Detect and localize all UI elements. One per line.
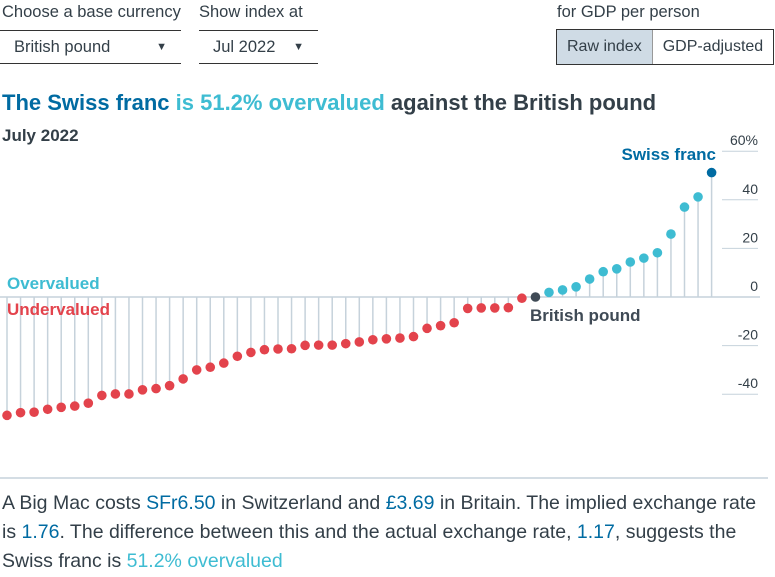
y-tick-label: 20 <box>742 229 758 245</box>
data-point[interactable] <box>476 303 487 313</box>
data-point[interactable] <box>422 323 432 334</box>
overvalued-label: Overvalued <box>7 274 100 293</box>
chart-title: The Swiss franc is 51.2% overvalued agai… <box>2 90 656 116</box>
data-point[interactable] <box>69 401 80 411</box>
data-point[interactable] <box>205 362 216 373</box>
show-index-label: Show index at <box>199 3 303 21</box>
data-point[interactable] <box>490 303 500 313</box>
data-point[interactable] <box>354 337 365 347</box>
raw-index-button[interactable]: Raw index <box>557 30 653 64</box>
gdp-adjusted-button[interactable]: GDP-adjusted <box>662 38 764 55</box>
data-point[interactable] <box>246 347 256 358</box>
adjust-toggle: Raw index GDP-adjusted <box>556 29 775 65</box>
data-point[interactable] <box>557 285 568 295</box>
data-point[interactable] <box>340 338 351 349</box>
data-point[interactable] <box>164 380 175 391</box>
y-tick-label: -40 <box>738 375 758 391</box>
data-point[interactable] <box>666 229 676 239</box>
data-point[interactable] <box>584 274 595 284</box>
y-tick-label: 40 <box>742 181 758 197</box>
show-index-dropdown[interactable]: Jul 2022 ▼ <box>199 30 318 64</box>
data-point[interactable] <box>327 340 338 350</box>
data-point[interactable] <box>2 410 12 421</box>
data-point[interactable] <box>395 333 405 343</box>
base-currency-value: British pound <box>14 37 111 56</box>
y-tick-label: 60% <box>730 132 758 148</box>
data-point[interactable] <box>611 264 622 274</box>
data-point[interactable] <box>625 257 636 267</box>
show-index-value: Jul 2022 <box>213 37 276 56</box>
description: A Big Mac costs SFr6.50 in Switzerland a… <box>2 492 757 572</box>
undervalued-label: Undervalued <box>7 300 110 319</box>
title-base: against the British pound <box>390 90 657 115</box>
data-point[interactable] <box>151 383 161 394</box>
data-point[interactable] <box>273 344 283 354</box>
data-point[interactable] <box>300 340 310 351</box>
data-point[interactable] <box>313 340 324 350</box>
data-point[interactable] <box>408 331 419 342</box>
data-point[interactable] <box>530 292 541 302</box>
data-point[interactable] <box>693 192 703 202</box>
data-point[interactable] <box>97 390 107 401</box>
data-point[interactable] <box>503 302 514 313</box>
data-point[interactable] <box>56 402 66 413</box>
adjust-label: for GDP per person <box>557 3 700 21</box>
data-point[interactable] <box>83 398 94 408</box>
british-pound-label: British pound <box>530 306 640 325</box>
data-point[interactable] <box>191 365 202 375</box>
data-point[interactable] <box>598 266 608 277</box>
data-point[interactable] <box>679 202 690 212</box>
data-point[interactable] <box>381 333 392 344</box>
data-point[interactable] <box>259 344 270 355</box>
base-currency-dropdown[interactable]: British pound ▼ <box>0 30 181 64</box>
chevron-down-icon: ▼ <box>293 41 304 53</box>
data-point[interactable] <box>652 247 663 258</box>
chevron-down-icon: ▼ <box>156 41 167 53</box>
swiss-franc-label: Swiss franc <box>622 145 717 164</box>
data-point[interactable] <box>42 404 53 415</box>
data-point[interactable] <box>435 320 446 331</box>
y-tick-label: -20 <box>738 327 758 343</box>
data-point[interactable] <box>219 358 229 368</box>
data-point[interactable] <box>137 385 148 395</box>
data-point[interactable] <box>286 343 297 354</box>
data-point[interactable] <box>706 167 717 178</box>
title-currency: The Swiss franc <box>2 90 170 115</box>
data-point[interactable] <box>110 389 121 399</box>
data-point[interactable] <box>639 253 649 263</box>
data-point[interactable] <box>29 407 39 417</box>
y-tick-label: 0 <box>750 278 758 294</box>
data-point[interactable] <box>571 281 581 292</box>
data-point[interactable] <box>517 293 527 304</box>
base-currency-label: Choose a base currency <box>2 3 181 21</box>
data-point[interactable] <box>178 374 188 384</box>
title-valuation: is 51.2% overvalued <box>175 90 385 115</box>
data-point[interactable] <box>462 303 473 314</box>
chart-date: July 2022 <box>2 126 79 145</box>
data-point[interactable] <box>124 389 134 399</box>
data-point[interactable] <box>232 351 243 362</box>
data-point[interactable] <box>544 287 554 298</box>
data-point[interactable] <box>449 317 459 328</box>
data-point[interactable] <box>15 407 26 418</box>
data-point[interactable] <box>368 334 378 345</box>
